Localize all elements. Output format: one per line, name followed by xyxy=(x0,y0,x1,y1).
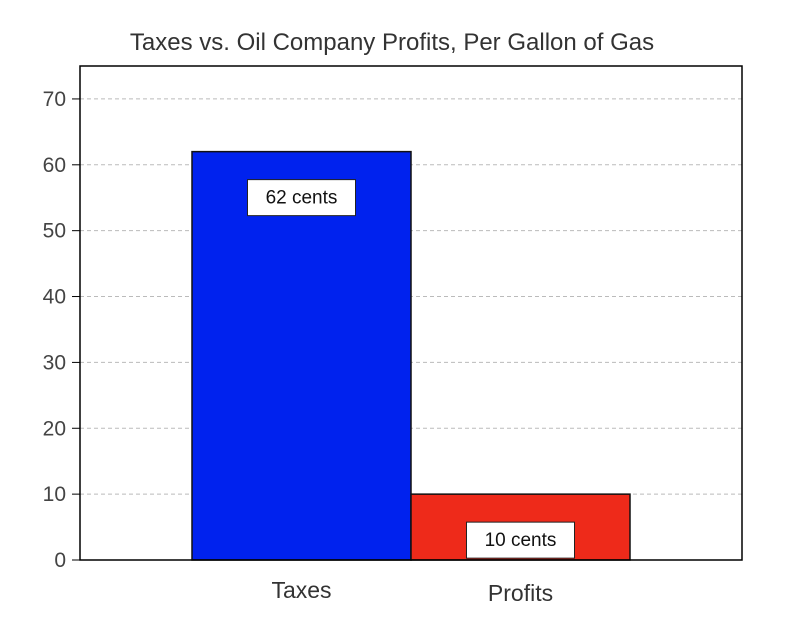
x-tick-label: Profits xyxy=(488,580,553,606)
data-label-box xyxy=(247,179,356,217)
y-tick-label: 50 xyxy=(43,220,66,243)
y-tick-label: 0 xyxy=(54,549,66,572)
y-tick-label: 40 xyxy=(43,286,66,309)
y-tick-label: 20 xyxy=(43,417,66,440)
y-tick-label: 10 xyxy=(43,483,66,506)
y-tick-label: 70 xyxy=(43,88,66,111)
y-tick-label: 60 xyxy=(43,154,66,177)
x-tick-label: Taxes xyxy=(271,577,331,603)
data-label: 10 cents xyxy=(485,530,557,551)
plot-frame xyxy=(79,65,743,561)
chart-title: Taxes vs. Oil Company Profits, Per Gallo… xyxy=(130,29,654,56)
x-axis-ticks: Taxes Profits xyxy=(271,577,553,606)
data-label-box xyxy=(466,521,575,559)
bar-taxes xyxy=(191,150,412,561)
y-tick-label: 30 xyxy=(43,351,66,374)
y-axis-ticks: 0 10 20 30 40 50 60 70 xyxy=(43,88,80,572)
bars: 62 cents 10 cents xyxy=(191,150,631,561)
data-label: 62 cents xyxy=(266,188,338,209)
